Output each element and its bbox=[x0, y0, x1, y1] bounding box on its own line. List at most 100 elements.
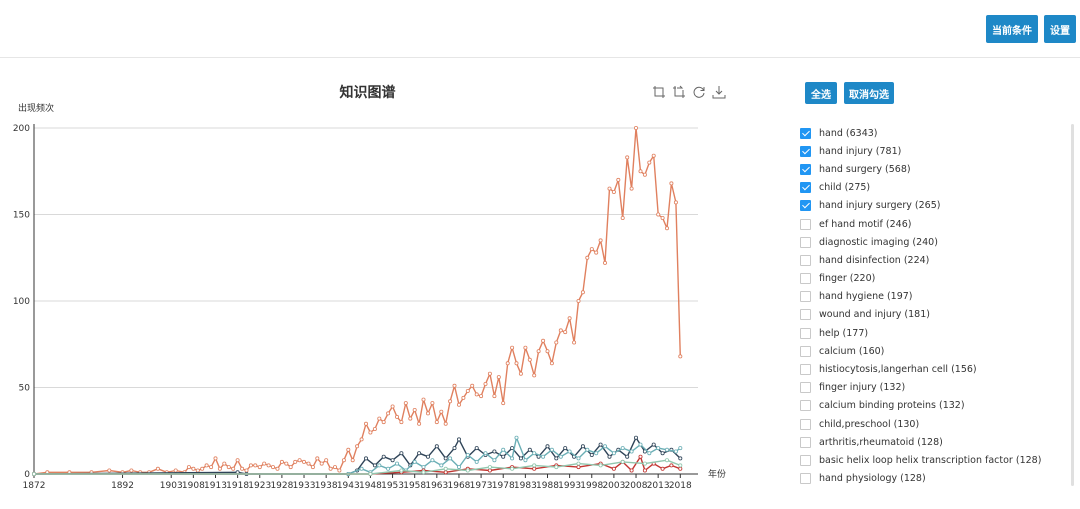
legend-item[interactable]: hand physiology (128) bbox=[800, 470, 1070, 488]
data-point bbox=[518, 371, 523, 376]
legend-item[interactable]: calcium (160) bbox=[800, 342, 1070, 360]
legend-checkbox[interactable] bbox=[800, 436, 811, 448]
legend-checkbox[interactable] bbox=[800, 163, 811, 175]
data-point bbox=[315, 456, 320, 461]
legend-checkbox[interactable] bbox=[800, 345, 811, 357]
legend-checkbox[interactable] bbox=[800, 236, 811, 248]
data-point bbox=[403, 401, 408, 406]
x-tick-label: 1943 bbox=[337, 481, 360, 491]
legend-checkbox[interactable] bbox=[800, 327, 811, 339]
data-point bbox=[434, 444, 439, 449]
data-point bbox=[421, 465, 426, 470]
data-point bbox=[510, 466, 515, 471]
legend-item[interactable]: hand hygiene (197) bbox=[800, 288, 1070, 306]
data-point bbox=[439, 409, 444, 414]
legend-item[interactable]: hand surgery (568) bbox=[800, 160, 1070, 178]
legend-item[interactable]: hand injury (781) bbox=[800, 142, 1070, 160]
x-tick-label: 1872 bbox=[23, 481, 46, 491]
legend-scrollbar[interactable] bbox=[1071, 124, 1074, 486]
legend-label: hand (6343) bbox=[819, 127, 878, 139]
legend-item[interactable]: histiocytosis,langerhan cell (156) bbox=[800, 360, 1070, 378]
legend-item[interactable]: ef hand motif (246) bbox=[800, 215, 1070, 233]
data-point bbox=[386, 411, 391, 416]
current-conditions-button[interactable]: 当前条件 bbox=[986, 15, 1038, 43]
legend-item[interactable]: finger (220) bbox=[800, 270, 1070, 288]
legend-item[interactable]: hand disinfection (224) bbox=[800, 251, 1070, 269]
x-axis-label: 年份 bbox=[708, 468, 726, 480]
data-point bbox=[642, 461, 647, 466]
data-point bbox=[510, 446, 515, 451]
legend-checkbox[interactable] bbox=[800, 309, 811, 321]
legend-checkbox[interactable] bbox=[800, 400, 811, 412]
legend-checkbox[interactable] bbox=[800, 418, 811, 430]
data-point bbox=[443, 421, 448, 426]
data-point bbox=[293, 459, 298, 464]
legend-item[interactable]: basic helix loop helix transcription fac… bbox=[800, 451, 1070, 469]
legend-checkbox[interactable] bbox=[800, 291, 811, 303]
data-point bbox=[656, 446, 661, 451]
crop-icon[interactable] bbox=[652, 84, 666, 98]
legend-item[interactable]: arthritis,rheumatoid (128) bbox=[800, 433, 1070, 451]
data-point bbox=[642, 449, 647, 454]
data-point bbox=[558, 454, 563, 459]
data-point bbox=[465, 468, 470, 473]
legend-item[interactable]: calcium binding proteins (132) bbox=[800, 397, 1070, 415]
data-point bbox=[523, 458, 528, 463]
legend-checkbox[interactable] bbox=[800, 382, 811, 394]
refresh-icon[interactable] bbox=[692, 84, 706, 98]
data-point bbox=[412, 459, 417, 464]
crop-back-icon[interactable] bbox=[672, 84, 686, 98]
data-point bbox=[448, 456, 453, 461]
data-point bbox=[554, 340, 559, 345]
data-point bbox=[510, 345, 515, 350]
legend-checkbox[interactable] bbox=[800, 273, 811, 285]
data-point bbox=[443, 466, 448, 471]
legend-checkbox[interactable] bbox=[800, 182, 811, 194]
legend-item[interactable]: child,preschool (130) bbox=[800, 415, 1070, 433]
legend-item[interactable]: diagnostic imaging (240) bbox=[800, 233, 1070, 251]
data-point bbox=[532, 373, 537, 378]
legend-checkbox[interactable] bbox=[800, 473, 811, 485]
y-tick-label: 0 bbox=[24, 470, 30, 480]
data-point bbox=[483, 381, 488, 386]
data-point bbox=[572, 340, 577, 345]
data-point bbox=[669, 181, 674, 186]
legend-label: finger (220) bbox=[819, 273, 876, 285]
data-point bbox=[589, 247, 594, 252]
legend-checkbox[interactable] bbox=[800, 454, 811, 466]
legend-checkbox[interactable] bbox=[800, 218, 811, 230]
data-point bbox=[629, 449, 634, 454]
legend-item[interactable]: finger injury (132) bbox=[800, 379, 1070, 397]
legend-checkbox[interactable] bbox=[800, 200, 811, 212]
data-point bbox=[536, 349, 541, 354]
download-icon[interactable] bbox=[712, 84, 726, 99]
settings-button[interactable]: 设置 bbox=[1044, 15, 1076, 43]
legend-item[interactable]: wound and injury (181) bbox=[800, 306, 1070, 324]
data-point bbox=[240, 466, 245, 471]
data-point bbox=[678, 456, 683, 461]
data-point bbox=[439, 463, 444, 468]
legend-item[interactable]: child (275) bbox=[800, 179, 1070, 197]
legend-label: finger injury (132) bbox=[819, 382, 906, 394]
legend-label: histiocytosis,langerhan cell (156) bbox=[819, 364, 977, 376]
data-point bbox=[341, 458, 346, 463]
legend-checkbox[interactable] bbox=[800, 364, 811, 376]
data-point bbox=[421, 470, 426, 475]
legend-checkbox[interactable] bbox=[800, 145, 811, 157]
x-tick-label: 2013 bbox=[647, 481, 670, 491]
data-point bbox=[603, 260, 608, 265]
data-point bbox=[324, 458, 329, 463]
legend-checkbox[interactable] bbox=[800, 127, 811, 139]
legend-item[interactable]: hand injury surgery (265) bbox=[800, 197, 1070, 215]
data-point bbox=[310, 465, 315, 470]
data-point bbox=[319, 461, 324, 466]
select-all-button[interactable]: 全选 bbox=[805, 82, 837, 104]
data-point bbox=[213, 456, 218, 461]
data-point bbox=[421, 397, 426, 402]
legend-item[interactable]: help (177) bbox=[800, 324, 1070, 342]
legend-checkbox[interactable] bbox=[800, 254, 811, 266]
deselect-all-button[interactable]: 取消勾选 bbox=[844, 82, 894, 104]
legend-item[interactable]: hand (6343) bbox=[800, 124, 1070, 142]
data-point bbox=[576, 456, 581, 461]
data-point bbox=[417, 451, 422, 456]
